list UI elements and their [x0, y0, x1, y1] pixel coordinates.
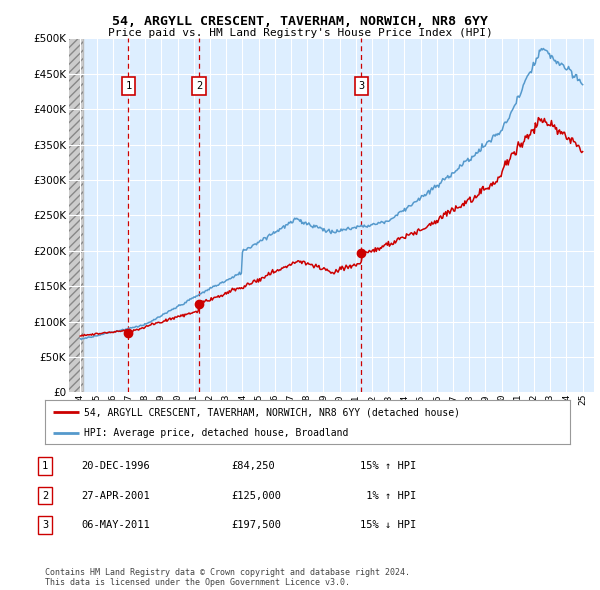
- Text: 1: 1: [42, 461, 48, 471]
- Bar: [69, 38, 83, 392]
- Text: 1% ↑ HPI: 1% ↑ HPI: [360, 491, 416, 500]
- Text: 54, ARGYLL CRESCENT, TAVERHAM, NORWICH, NR8 6YY: 54, ARGYLL CRESCENT, TAVERHAM, NORWICH, …: [112, 15, 488, 28]
- Text: £197,500: £197,500: [231, 520, 281, 530]
- Text: Price paid vs. HM Land Registry's House Price Index (HPI): Price paid vs. HM Land Registry's House …: [107, 28, 493, 38]
- Text: HPI: Average price, detached house, Broadland: HPI: Average price, detached house, Broa…: [85, 428, 349, 438]
- Text: Contains HM Land Registry data © Crown copyright and database right 2024.
This d: Contains HM Land Registry data © Crown c…: [45, 568, 410, 587]
- Text: £125,000: £125,000: [231, 491, 281, 500]
- Text: 06-MAY-2011: 06-MAY-2011: [81, 520, 150, 530]
- Text: 15% ↑ HPI: 15% ↑ HPI: [360, 461, 416, 471]
- Text: 27-APR-2001: 27-APR-2001: [81, 491, 150, 500]
- Text: 20-DEC-1996: 20-DEC-1996: [81, 461, 150, 471]
- Text: 3: 3: [42, 520, 48, 530]
- Text: 15% ↓ HPI: 15% ↓ HPI: [360, 520, 416, 530]
- Text: 3: 3: [358, 81, 365, 91]
- Bar: [69, 38, 83, 392]
- Text: 2: 2: [42, 491, 48, 500]
- Text: 2: 2: [196, 81, 202, 91]
- Text: 54, ARGYLL CRESCENT, TAVERHAM, NORWICH, NR8 6YY (detached house): 54, ARGYLL CRESCENT, TAVERHAM, NORWICH, …: [85, 408, 460, 417]
- Text: £84,250: £84,250: [231, 461, 275, 471]
- Text: 1: 1: [125, 81, 131, 91]
